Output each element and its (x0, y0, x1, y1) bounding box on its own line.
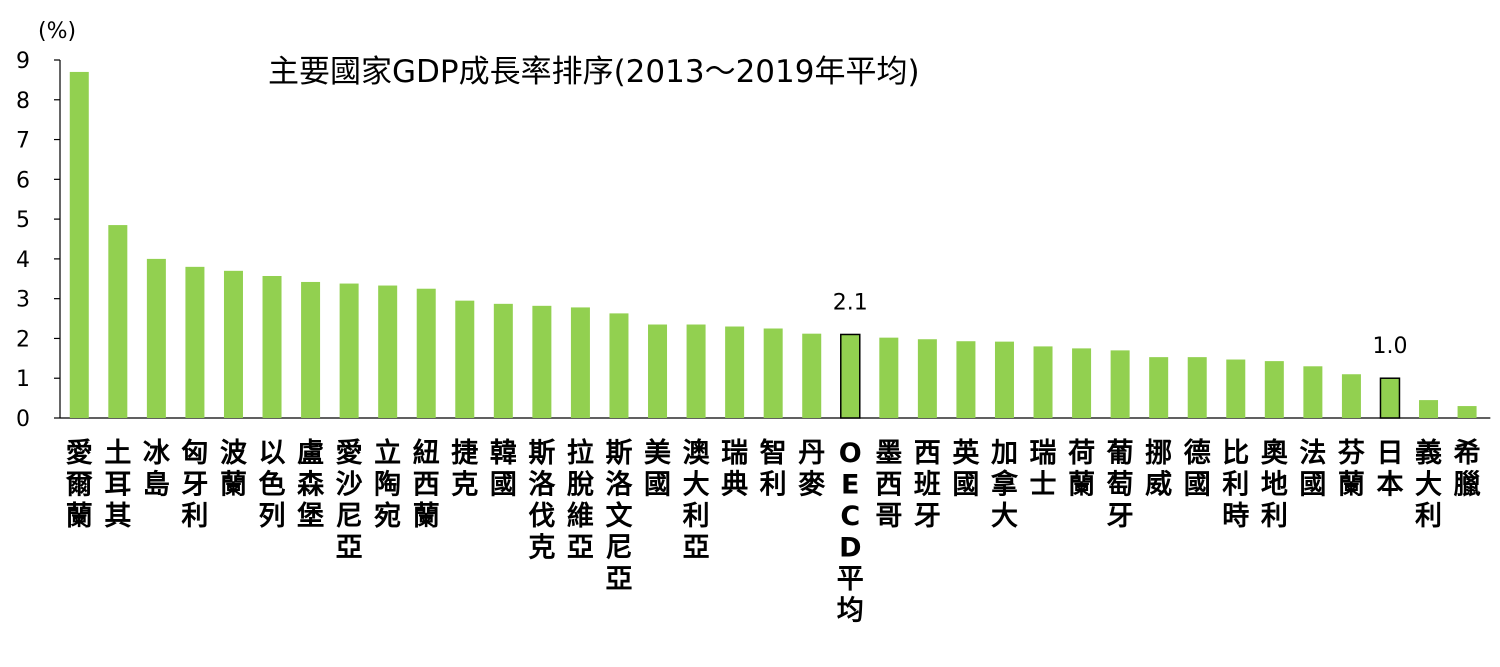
bar-2 (146, 258, 166, 418)
category-label: 韓國 (490, 438, 517, 501)
category-label: 墨西哥 (875, 438, 902, 532)
category-label: 拉脫維亞 (567, 437, 595, 564)
category-label: 冰島 (143, 438, 171, 501)
bar-22 (917, 339, 937, 418)
category-label: 澳大利亞 (683, 438, 711, 564)
unit-label: (%) (38, 19, 76, 44)
category-label: 加拿大 (991, 438, 1019, 532)
category-label: 葡萄牙 (1107, 438, 1134, 532)
bar-13 (570, 307, 590, 418)
category-label: 奧地利 (1261, 438, 1289, 532)
bar-16 (686, 324, 706, 418)
category-label: 斯洛文尼亞 (605, 438, 633, 595)
category-label: 愛沙尼亞 (336, 438, 363, 564)
bar-30 (1226, 359, 1246, 418)
bar-10 (455, 300, 475, 418)
category-label: 匈牙利 (181, 438, 208, 532)
bar-23 (956, 341, 976, 418)
data-labels: 2.1 1.0 (833, 290, 1408, 359)
bar-28 (1149, 357, 1169, 418)
category-label: 荷蘭 (1068, 438, 1095, 501)
data-label: 1.0 (1372, 334, 1407, 359)
y-tick-label: 0 (16, 407, 30, 432)
bar-25 (1033, 346, 1053, 418)
category-label: 義大利 (1415, 437, 1442, 532)
bar-5 (262, 275, 282, 418)
category-label: 美國 (644, 437, 671, 501)
bar-1 (108, 225, 128, 418)
y-tick-label: 9 (16, 49, 30, 74)
category-label: 瑞典 (721, 438, 748, 501)
y-tick-label: 6 (16, 168, 30, 193)
bar-32 (1303, 366, 1323, 418)
category-label: 紐西蘭 (413, 437, 440, 532)
y-tick-label: 4 (16, 248, 30, 273)
bar-18 (763, 328, 783, 418)
data-label: 2.1 (833, 290, 868, 315)
bar-9 (416, 288, 436, 418)
bar-31 (1264, 361, 1284, 418)
category-label: 芬蘭 (1338, 438, 1365, 501)
y-axis: 0 1 2 3 4 5 6 7 8 9 (16, 49, 1491, 432)
bar-8 (378, 285, 398, 418)
y-tick-label: 1 (16, 367, 30, 392)
category-label: 希臘 (1454, 438, 1481, 501)
category-label: 比利時 (1222, 438, 1249, 532)
bar-24 (994, 341, 1014, 418)
bar-6 (301, 281, 321, 418)
bar-33 (1341, 374, 1361, 418)
category-label: 英國 (952, 438, 980, 501)
bar-34 (1379, 377, 1401, 419)
category-label: 法國 (1299, 438, 1326, 501)
category-label: 土耳其 (104, 438, 131, 532)
bar-7 (339, 283, 359, 418)
bar-12 (532, 305, 552, 418)
category-label: 捷克 (451, 438, 479, 501)
category-label: 斯洛伐克 (528, 438, 556, 564)
category-label: 盧森堡 (297, 438, 325, 532)
category-label: 西班牙 (914, 438, 941, 532)
bar-17 (725, 326, 745, 418)
bar-4 (223, 270, 243, 418)
category-label: 立陶宛 (374, 437, 401, 532)
x-axis-labels: 愛爾蘭土耳其冰島匈牙利波蘭以色列盧森堡愛沙尼亞立陶宛紐西蘭捷克韓國斯洛伐克拉脫維… (65, 437, 1481, 627)
category-label: 挪威 (1145, 438, 1172, 501)
category-label: 德國 (1184, 438, 1211, 501)
bars (69, 71, 1477, 419)
y-tick-label: 5 (16, 208, 30, 233)
y-tick-label: 8 (16, 89, 30, 114)
category-label: 丹麥 (797, 438, 826, 501)
chart-title: 主要國家GDP成長率排序(2013～2019年平均) (268, 54, 920, 90)
category-label: 波蘭 (220, 438, 248, 501)
y-tick-label: 2 (16, 327, 30, 352)
y-tick-label: 3 (16, 288, 30, 313)
bar-3 (185, 266, 205, 418)
bar-26 (1072, 348, 1092, 418)
bar-20 (840, 333, 861, 419)
category-label: 智利 (760, 438, 787, 501)
bar-36 (1457, 406, 1477, 418)
bar-11 (493, 303, 513, 418)
bar-29 (1187, 357, 1207, 418)
category-label: 以色列 (259, 438, 286, 532)
bar-0 (69, 71, 89, 418)
category-label: 愛爾蘭 (65, 438, 93, 532)
y-tick-label: 7 (16, 129, 30, 154)
category-label: O E C D 平均 (837, 438, 864, 627)
bar-21 (879, 337, 899, 418)
bar-15 (648, 324, 668, 418)
bar-14 (609, 313, 629, 418)
category-label: 瑞士 (1030, 438, 1057, 501)
bar-19 (802, 333, 822, 418)
category-label: 日本 (1376, 438, 1403, 501)
bar-27 (1110, 350, 1130, 418)
bar-35 (1419, 400, 1439, 418)
